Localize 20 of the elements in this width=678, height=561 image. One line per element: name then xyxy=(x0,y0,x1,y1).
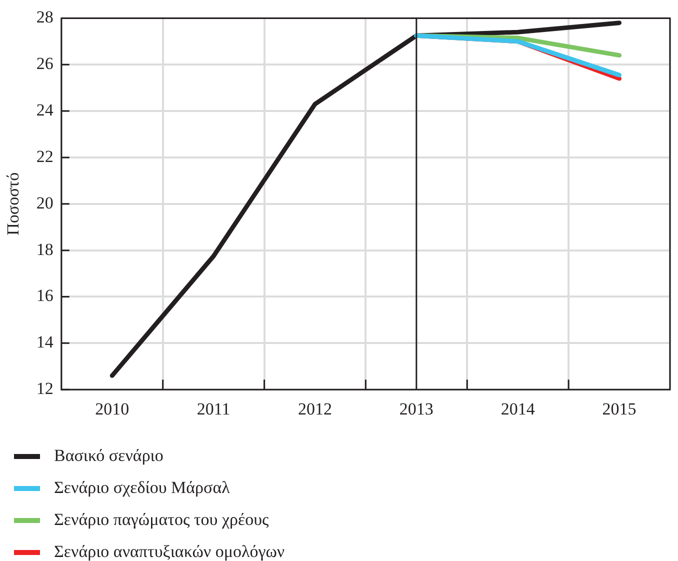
x-tick-label: 2014 xyxy=(500,399,536,418)
y-tick-label: 18 xyxy=(36,240,54,259)
legend-label: Σενάριο παγώματος του χρέους xyxy=(54,510,269,530)
y-tick-label: 22 xyxy=(36,146,54,166)
x-tick-label: 2010 xyxy=(95,399,130,418)
y-tick-label: 28 xyxy=(36,8,54,27)
y-tick-label: 20 xyxy=(36,193,54,212)
y-axis-title: Ποσοστό xyxy=(4,172,23,236)
x-tick-label: 2011 xyxy=(196,399,230,418)
y-tick-label: 26 xyxy=(36,54,54,74)
x-tick-label: 2012 xyxy=(298,399,332,418)
x-tick-label: 2015 xyxy=(602,399,636,418)
y-tick-label: 12 xyxy=(36,379,54,398)
y-tick-label: 24 xyxy=(36,100,54,120)
legend-label: Βασικό σενάριο xyxy=(54,446,164,466)
legend-label: Σενάριο αναπτυξιακών ομολόγων xyxy=(54,542,285,561)
x-tick-label: 2013 xyxy=(399,399,434,418)
y-tick-label: 14 xyxy=(36,332,54,352)
y-tick-label: 16 xyxy=(36,286,54,306)
legend-label: Σενάριο σχεδίου Μάρσαλ xyxy=(54,478,230,498)
